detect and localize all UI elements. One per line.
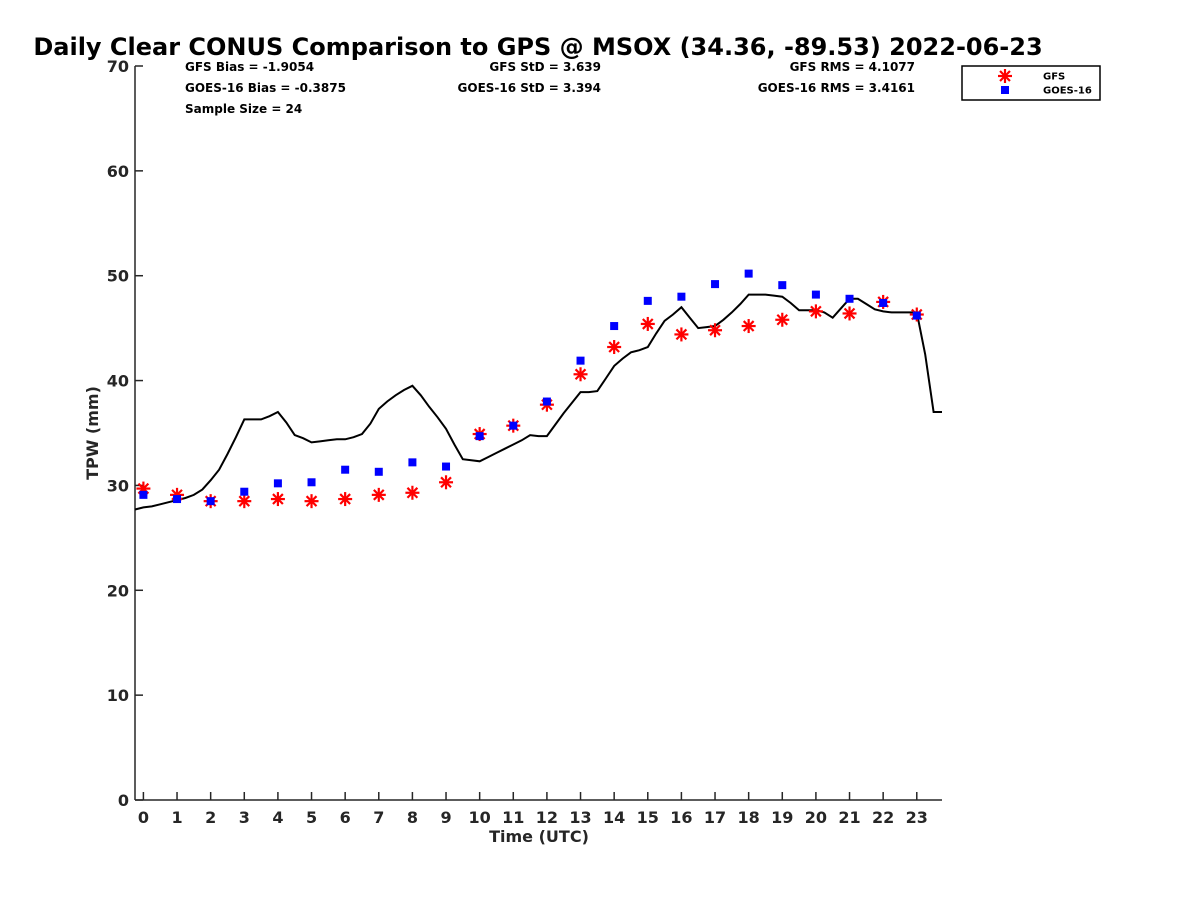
legend-label: GFS [1043,72,1065,83]
legend-gfs-icon [998,69,1012,83]
goes-std-stat: GOES-16 StD = 3.394 [458,81,601,95]
goes16-point [273,479,282,488]
x-tick-label: 4 [272,808,283,827]
goes16-point [307,478,316,487]
x-tick-label: 17 [704,808,726,827]
goes16-point [475,432,484,441]
goes16-point [711,280,720,289]
chart-title: Daily Clear CONUS Comparison to GPS @ MS… [33,33,1042,61]
goes16-point [173,495,182,504]
goes16-point [509,421,518,430]
x-tick-label: 15 [637,808,659,827]
legend-label: GOES-16 [1043,86,1092,97]
goes16-point [374,467,383,476]
sample-size-stat: Sample Size = 24 [185,102,302,116]
y-axis-label: TPW (mm) [83,386,102,480]
x-tick-label: 18 [738,808,760,827]
x-tick-label: 12 [536,808,558,827]
plot-area [134,269,942,511]
x-tick-label: 2 [205,808,216,827]
x-tick-label: 10 [469,808,491,827]
gfs-point [741,319,756,334]
legend-box [961,65,1101,101]
gfs-point [304,494,319,509]
goes16-point [845,294,854,303]
y-tick-label: 70 [107,57,129,76]
goes16-point [643,296,652,305]
goes16-point [408,458,417,467]
goes-bias-stat: GOES-16 Bias = -0.3875 [185,81,346,95]
goes16-point [610,322,619,331]
gfs-point [842,306,857,321]
x-tick-label: 14 [603,808,625,827]
x-tick-label: 7 [373,808,384,827]
x-tick-label: 8 [407,808,418,827]
goes16-point [341,465,350,474]
x-tick-label: 11 [502,808,524,827]
gfs-point [674,327,689,342]
goes16-point [744,269,753,278]
y-tick-label: 30 [107,476,129,495]
gfs-point [371,487,386,502]
x-axis-label: Time (UTC) [489,827,589,846]
x-tick-label: 0 [138,808,149,827]
y-tick-label: 60 [107,162,129,181]
goes16-point [912,311,921,320]
gfs-point [607,340,622,355]
y-tick-label: 10 [107,686,129,705]
gfs-std-stat: GFS StD = 3.639 [489,60,601,74]
gfs-point [237,494,252,509]
gfs-point [640,316,655,331]
gfs-point [439,475,454,490]
gfs-point [270,492,285,507]
legend-goes16-icon [1001,86,1009,94]
y-tick-label: 40 [107,372,129,391]
x-tick-label: 6 [340,808,351,827]
goes16-point [677,292,686,301]
x-tick-label: 13 [569,808,591,827]
goes16-point [240,487,249,496]
gfs-rms-stat: GFS RMS = 4.1077 [790,60,915,74]
y-tick-label: 50 [107,267,129,286]
gfs-point [775,312,790,327]
legend: GFS GOES-16 [961,65,1101,101]
gfs-point [573,367,588,382]
x-tick-label: 23 [906,808,928,827]
gps-series-line [134,293,942,511]
y-tick-label: 20 [107,581,129,600]
gfs-point [808,304,823,319]
x-tick-label: 3 [239,808,250,827]
x-tick-label: 16 [670,808,692,827]
x-tick-label: 21 [838,808,860,827]
x-tick-label: 19 [771,808,793,827]
goes16-point [206,497,215,506]
gfs-bias-stat: GFS Bias = -1.9054 [185,60,314,74]
gfs-point [338,492,353,507]
gfs-point [708,323,723,338]
x-tick-label: 20 [805,808,827,827]
x-tick-label: 9 [440,808,451,827]
goes16-point [879,298,888,307]
x-tick-label: 1 [171,808,182,827]
y-tick-label: 0 [118,791,129,810]
goes-rms-stat: GOES-16 RMS = 3.4161 [758,81,915,95]
gfs-point [405,485,420,500]
x-tick-label: 5 [306,808,317,827]
goes16-point [811,290,820,299]
x-tick-label: 22 [872,808,894,827]
goes16-point [139,490,148,499]
goes16-point [442,462,451,471]
goes16-point [778,281,787,290]
goes16-point [576,356,585,365]
goes16-point [542,397,551,406]
